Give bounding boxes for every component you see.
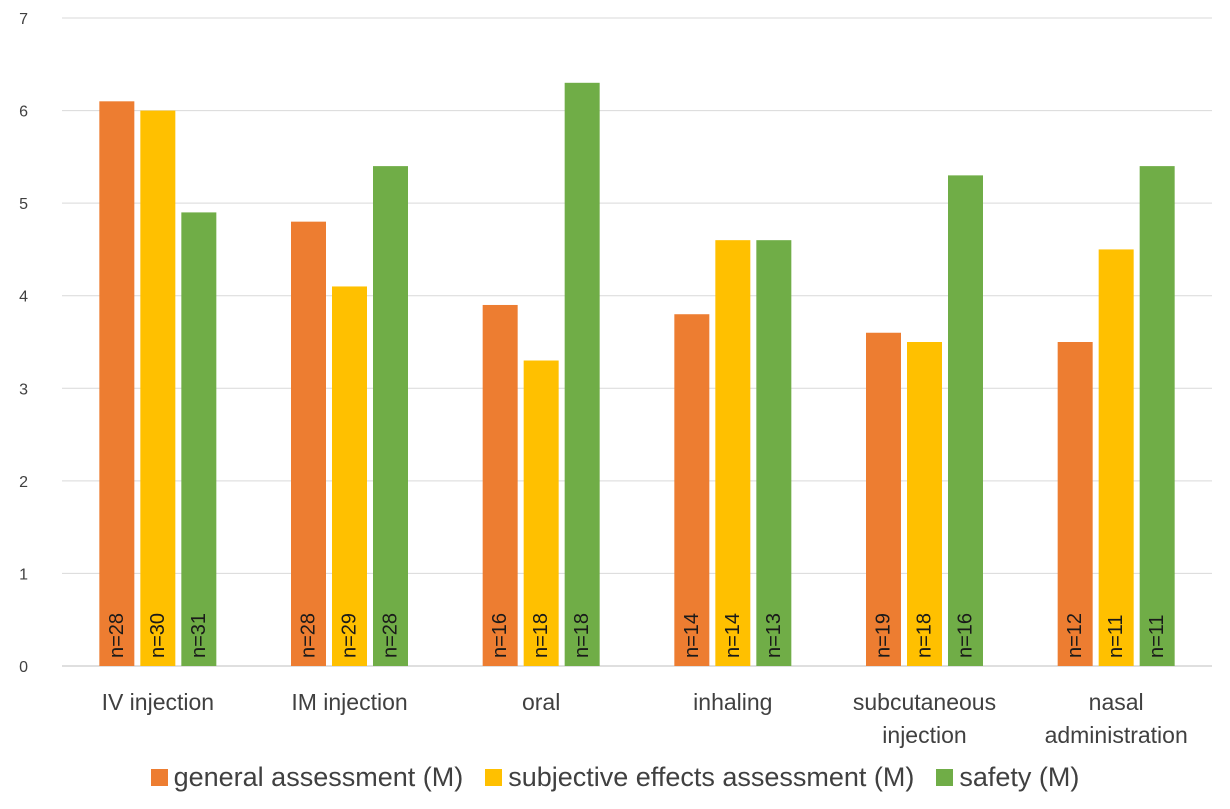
legend-swatch-safety <box>936 768 954 786</box>
bar <box>756 240 792 666</box>
bar <box>1057 342 1093 666</box>
y-tick-label: 5 <box>19 196 28 213</box>
data-label: n=18 <box>530 613 552 658</box>
y-tick-label: 1 <box>19 566 28 583</box>
y-tick-label: 6 <box>19 104 28 121</box>
legend-item-safety: safety (M) <box>936 762 1079 793</box>
bar <box>291 221 326 666</box>
bar <box>140 110 176 667</box>
y-tick-label: 0 <box>19 659 28 676</box>
data-label: n=11 <box>1105 614 1127 658</box>
bar <box>866 332 901 666</box>
x-tick-label: injection <box>882 722 966 748</box>
x-tick-label: nasal <box>1089 689 1144 715</box>
legend: general assessment (M) subjective effect… <box>0 752 1230 802</box>
legend-label-subjective-effects: subjective effects assessment (M) <box>508 761 915 792</box>
bar <box>948 175 983 666</box>
data-label: n=14 <box>722 613 744 658</box>
y-tick-label: 3 <box>19 381 28 398</box>
data-label: n=18 <box>571 613 593 658</box>
bar-chart: 0 1 2 3 4 5 6 7 n=28 n=30 n=31 IV injection n=28 n=29… <box>19 11 1212 748</box>
bar <box>482 304 518 666</box>
legend-label-general-assessment: general assessment (M) <box>173 761 464 792</box>
x-tick-label: administration <box>1045 722 1188 748</box>
y-tick-label: 7 <box>19 11 28 28</box>
data-label: n=28 <box>106 613 128 658</box>
data-label: n=11 <box>1146 614 1168 658</box>
data-label: n=28 <box>298 613 320 658</box>
data-label: n=29 <box>339 613 361 658</box>
x-tick-label: inhaling <box>693 689 772 715</box>
data-label: n=16 <box>955 613 977 658</box>
legend-swatch-general-assessment <box>150 768 168 786</box>
legend-swatch-subjective-effects <box>485 768 503 786</box>
data-label: n=31 <box>188 613 210 658</box>
x-tick-label: IV injection <box>102 689 215 715</box>
data-label: n=18 <box>914 613 936 658</box>
data-label: n=12 <box>1064 613 1086 658</box>
data-label: n=19 <box>873 613 895 658</box>
bar <box>1139 166 1175 666</box>
bar <box>715 240 751 666</box>
data-label: n=14 <box>681 613 703 658</box>
bar <box>181 212 217 666</box>
data-label: n=30 <box>147 613 169 658</box>
bar <box>907 342 942 666</box>
bar <box>674 314 710 666</box>
legend-item-general-assessment: general assessment (M) <box>150 761 464 793</box>
x-tick-label: oral <box>522 689 560 715</box>
x-tick-label: subcutaneous <box>853 689 996 715</box>
bar <box>332 286 367 666</box>
bar <box>1098 249 1134 666</box>
x-tick-label: IM injection <box>291 689 407 715</box>
legend-item-subjective-effects: subjective effects assessment (M) <box>485 762 914 793</box>
bar <box>373 166 408 666</box>
legend-label-safety: safety (M) <box>959 761 1080 792</box>
bar <box>99 101 135 667</box>
y-tick-label: 4 <box>19 289 28 306</box>
data-label: n=16 <box>489 613 511 658</box>
data-label: n=28 <box>380 613 402 658</box>
data-label: n=13 <box>763 613 785 658</box>
bar <box>523 360 559 666</box>
y-tick-label: 2 <box>19 474 28 491</box>
bar <box>564 82 600 667</box>
